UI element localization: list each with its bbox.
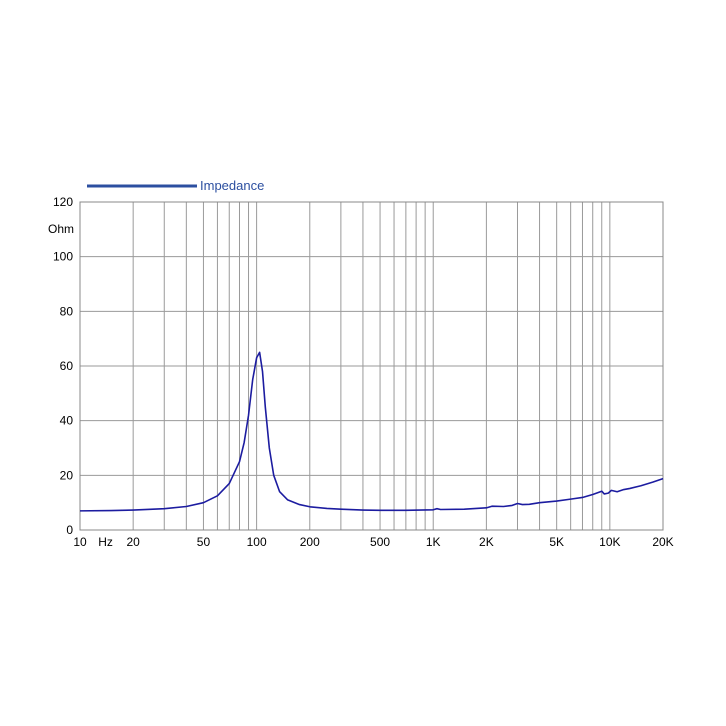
y-tick-label: 120: [53, 195, 73, 209]
legend: Impedance: [87, 178, 264, 193]
series-line-impedance: [79, 351, 664, 512]
y-axis-unit-label: Ohm: [48, 222, 74, 236]
y-tick-label: 0: [66, 523, 73, 537]
x-tick-label: 50: [197, 535, 211, 549]
x-tick-label: 500: [370, 535, 390, 549]
x-tick-label: 1K: [426, 535, 441, 549]
y-tick-label: 80: [60, 304, 74, 318]
x-tick-label: 20K: [652, 535, 673, 549]
y-tick-label: 60: [60, 359, 74, 373]
tick-labels: 0 20 40 60 80 100 120 10 20 50 100 200 500 1K 2K 5K 10K 2…: [53, 195, 674, 549]
x-tick-label: 2K: [479, 535, 494, 549]
plot-frame: [79, 201, 664, 531]
y-tick-label: 100: [53, 250, 73, 264]
x-tick-label: 5K: [549, 535, 564, 549]
x-axis-unit-label: Hz: [98, 535, 113, 549]
x-tick-label: 200: [300, 535, 320, 549]
grid-layer: [79, 201, 664, 531]
x-tick-label: 100: [247, 535, 267, 549]
x-tick-label: 10: [73, 535, 87, 549]
x-tick-label: 10K: [599, 535, 620, 549]
x-tick-label: 20: [126, 535, 140, 549]
y-tick-label: 20: [60, 468, 74, 482]
legend-label-impedance: Impedance: [200, 178, 264, 193]
y-tick-label: 40: [60, 414, 74, 428]
series-layer: [79, 351, 664, 512]
